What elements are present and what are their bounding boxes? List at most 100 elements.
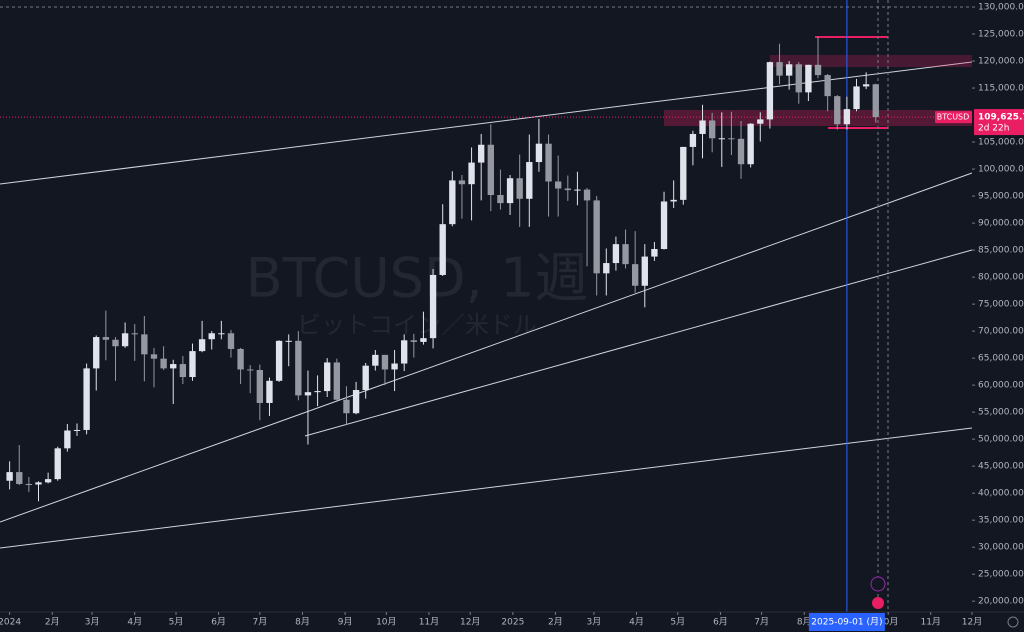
- x-tick-label: 2025: [501, 618, 524, 628]
- candle-body: [102, 337, 110, 340]
- y-tick-label: 115,000.00: [978, 84, 1024, 94]
- candle-body: [872, 84, 879, 118]
- candle-body: [603, 263, 610, 274]
- y-tick-label: 95,000.00: [978, 192, 1024, 202]
- x-tick-label: 12月: [460, 617, 480, 628]
- candle-body: [506, 178, 514, 204]
- candle-body: [420, 338, 427, 342]
- watermark: BTCUSD, 1週: [246, 247, 589, 310]
- candle-body: [458, 180, 466, 185]
- candle-body: [324, 362, 331, 392]
- candle-body: [170, 364, 177, 369]
- watermark-subtitle: ビットコイン／米ドル: [297, 311, 537, 339]
- symbol-label: BTCUSD: [937, 113, 970, 122]
- candle-body: [622, 244, 629, 265]
- zone: [770, 55, 972, 67]
- event-icon[interactable]: [870, 576, 886, 592]
- candle-body: [708, 120, 716, 139]
- plot: [0, 0, 972, 612]
- candle-body: [266, 380, 273, 403]
- trend-line: [0, 427, 973, 549]
- y-tick-label: 25,000.00: [978, 570, 1024, 580]
- candle-body: [16, 472, 23, 484]
- candle-body: [564, 188, 571, 191]
- candle-body: [372, 354, 379, 366]
- x-tick-label: 2月: [548, 617, 563, 628]
- candle-body: [660, 201, 668, 250]
- x-tick-label: 12月: [962, 617, 982, 628]
- candle-body: [160, 358, 167, 369]
- y-tick-label: 70,000.00: [978, 327, 1024, 337]
- trend-line: [0, 172, 973, 523]
- candle-body: [651, 249, 658, 257]
- candle-body: [516, 178, 523, 199]
- candle-body: [574, 189, 581, 191]
- symbol-box: [935, 111, 972, 124]
- candle-body: [352, 389, 360, 414]
- candle-body: [641, 256, 648, 286]
- candle-body: [35, 482, 42, 485]
- candle-body: [737, 138, 745, 165]
- candle-body: [141, 334, 148, 355]
- candle-body: [834, 96, 841, 125]
- crosshair-label: 2025-09-01 (月): [811, 617, 882, 628]
- y-tick-label: 120,000.00: [978, 57, 1024, 67]
- candle-body: [275, 340, 283, 381]
- axes: 130,000.00 125,000.00 120,000.00 115,000.00…: [0, 3, 1024, 631]
- x-tick-label: 11月: [920, 617, 940, 628]
- x-tick-label: 8月: [295, 617, 310, 628]
- candle-body: [689, 133, 697, 147]
- candle-body: [410, 340, 417, 342]
- candle-body: [73, 429, 81, 431]
- y-tick-label: 125,000.00: [978, 30, 1024, 40]
- candle-body: [218, 333, 225, 335]
- y-tick-label: 40,000.00: [978, 489, 1024, 499]
- y-tick-label: 65,000.00: [978, 354, 1024, 364]
- y-tick-label: 75,000.00: [978, 300, 1024, 310]
- candle-body: [728, 138, 735, 140]
- x-tick-label: 5月: [169, 617, 184, 628]
- candle-body: [314, 391, 321, 393]
- candle-body: [6, 472, 13, 481]
- x-tick-label: 4月: [629, 617, 644, 628]
- settings-icon[interactable]: [1007, 616, 1019, 628]
- candle-body: [227, 333, 235, 349]
- candle-body: [526, 162, 533, 199]
- x-tick-label: 10月: [376, 617, 396, 628]
- price-label: 109,625.74: [978, 113, 1024, 123]
- candle-body: [555, 181, 562, 189]
- y-tick-label: 130,000.00: [978, 3, 1024, 13]
- candle-body: [785, 64, 793, 76]
- candle-body: [862, 84, 870, 87]
- candle-body: [247, 369, 254, 371]
- candle-body: [362, 365, 369, 390]
- x-tick-label: 2月: [45, 617, 60, 628]
- x-tick-label: 6月: [713, 617, 728, 628]
- candle-body: [487, 144, 494, 195]
- candle-body: [93, 337, 100, 369]
- x-tick-label: 2024: [0, 618, 21, 628]
- candle-body: [83, 368, 90, 430]
- candle-body: [150, 354, 158, 359]
- candle-body: [54, 448, 61, 480]
- candle-body: [256, 370, 264, 403]
- candle-body: [179, 364, 187, 378]
- y-tick-label: 100,000.00: [978, 165, 1024, 175]
- candle-body: [429, 274, 437, 339]
- candle-body: [44, 479, 52, 483]
- x-tick-label: 3月: [85, 617, 100, 628]
- candle-body: [343, 399, 350, 414]
- candle-body: [439, 224, 446, 275]
- event-icon[interactable]: [872, 597, 884, 609]
- candle-body: [304, 392, 312, 396]
- candle-body: [381, 354, 389, 370]
- candle-body: [285, 340, 292, 342]
- y-tick-label: 55,000.00: [978, 408, 1024, 418]
- x-tick-label: 4月: [127, 617, 142, 628]
- candle-body: [121, 333, 129, 347]
- price-axis: [972, 0, 1024, 612]
- y-tick-label: 60,000.00: [978, 381, 1024, 391]
- candle-body: [497, 194, 504, 204]
- x-tick-label: 10月: [878, 617, 898, 628]
- candle-body: [198, 339, 206, 352]
